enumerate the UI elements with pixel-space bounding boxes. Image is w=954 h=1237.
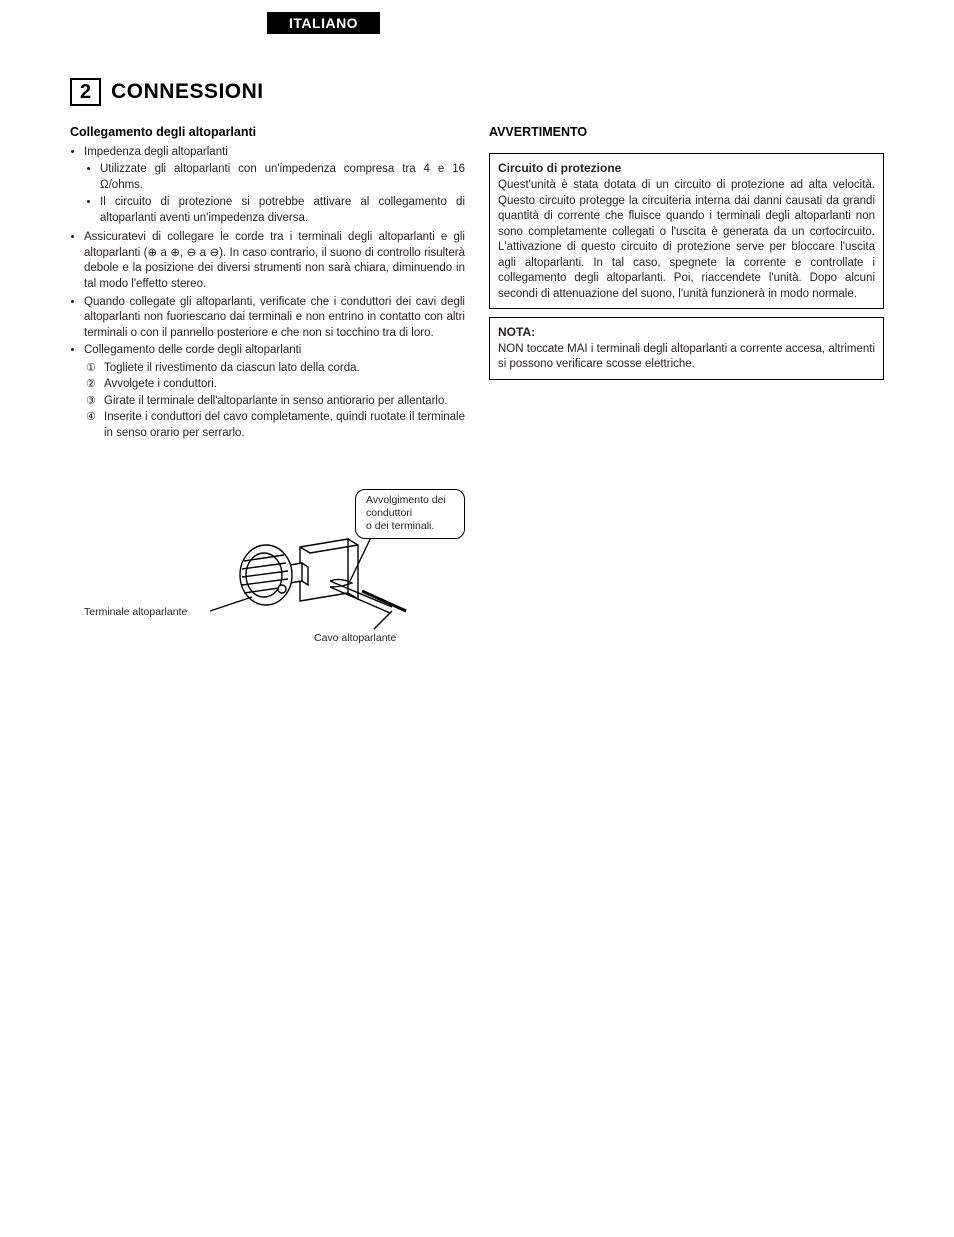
step-1: ①Togliete il rivestimento da ciascun lat… (102, 361, 465, 377)
language-tab: ITALIANO (267, 12, 380, 34)
protection-circuit-text: Quest'unità è stata dotata di un circuit… (498, 178, 875, 302)
speaker-terminal-diagram: Avvolgimento dei conduttori o dei termin… (70, 489, 465, 649)
section-number-box: 2 (70, 78, 101, 106)
section-heading-row: 2 CONNESSIONI (70, 78, 884, 106)
step-1-text: Togliete il rivestimento da ciascun lato… (104, 362, 360, 374)
bullet-impedance-range: Utilizzate gli altoparlanti con un'imped… (100, 162, 465, 193)
note-text: NON toccate MAI i terminali degli altopa… (498, 342, 875, 373)
bullet-cord-connection: Collegamento delle corde degli altoparla… (84, 343, 465, 441)
section-title: CONNESSIONI (111, 80, 264, 104)
protection-circuit-box: Circuito di protezione Quest'unità è sta… (489, 153, 884, 309)
bullet-impedance: Impedenza degli altoparlanti Utilizzate … (84, 145, 465, 227)
bullet-polarity: Assicuratevi di collegare le corde tra i… (84, 230, 465, 292)
bullet-protection-trigger: Il circuito di protezione si potrebbe at… (100, 195, 465, 226)
step-4: ④Inserite i conduttori del cavo completa… (102, 410, 465, 441)
diagram-callout: Avvolgimento dei conduttori o dei termin… (355, 489, 465, 538)
circled-1-icon: ① (86, 361, 96, 376)
step-2: ②Avvolgete i conduttori. (102, 377, 465, 393)
right-column: AVVERTIMENTO Circuito di protezione Ques… (489, 124, 884, 649)
protection-circuit-title: Circuito di protezione (498, 160, 875, 176)
diagram-label-terminal: Terminale altoparlante (84, 605, 187, 619)
step-3-text: Girate il terminale dell'altoparlante in… (104, 395, 448, 407)
circled-2-icon: ② (86, 377, 96, 392)
circled-3-icon: ③ (86, 394, 96, 409)
step-3: ③Girate il terminale dell'altoparlante i… (102, 394, 465, 410)
step-2-text: Avvolgete i conduttori. (104, 378, 217, 390)
diagram-label-cable: Cavo altoparlante (314, 631, 396, 645)
note-box: NOTA: NON toccate MAI i terminali degli … (489, 317, 884, 380)
bullet-impedance-text: Impedenza degli altoparlanti (84, 146, 228, 158)
circled-4-icon: ④ (86, 410, 96, 425)
bullet-cord-connection-text: Collegamento delle corde degli altoparla… (84, 344, 301, 356)
step-4-text: Inserite i conduttori del cavo completam… (104, 411, 465, 439)
left-subheading: Collegamento degli altoparlanti (70, 124, 465, 141)
left-column: Collegamento degli altoparlanti Impedenz… (70, 124, 465, 649)
right-heading: AVVERTIMENTO (489, 124, 884, 141)
bullet-conductors-warning: Quando collegate gli altoparlanti, verif… (84, 295, 465, 342)
diagram-callout-line2: o dei terminali. (366, 520, 454, 533)
diagram-callout-line1: Avvolgimento dei conduttori (366, 494, 454, 520)
note-title: NOTA: (498, 325, 535, 339)
